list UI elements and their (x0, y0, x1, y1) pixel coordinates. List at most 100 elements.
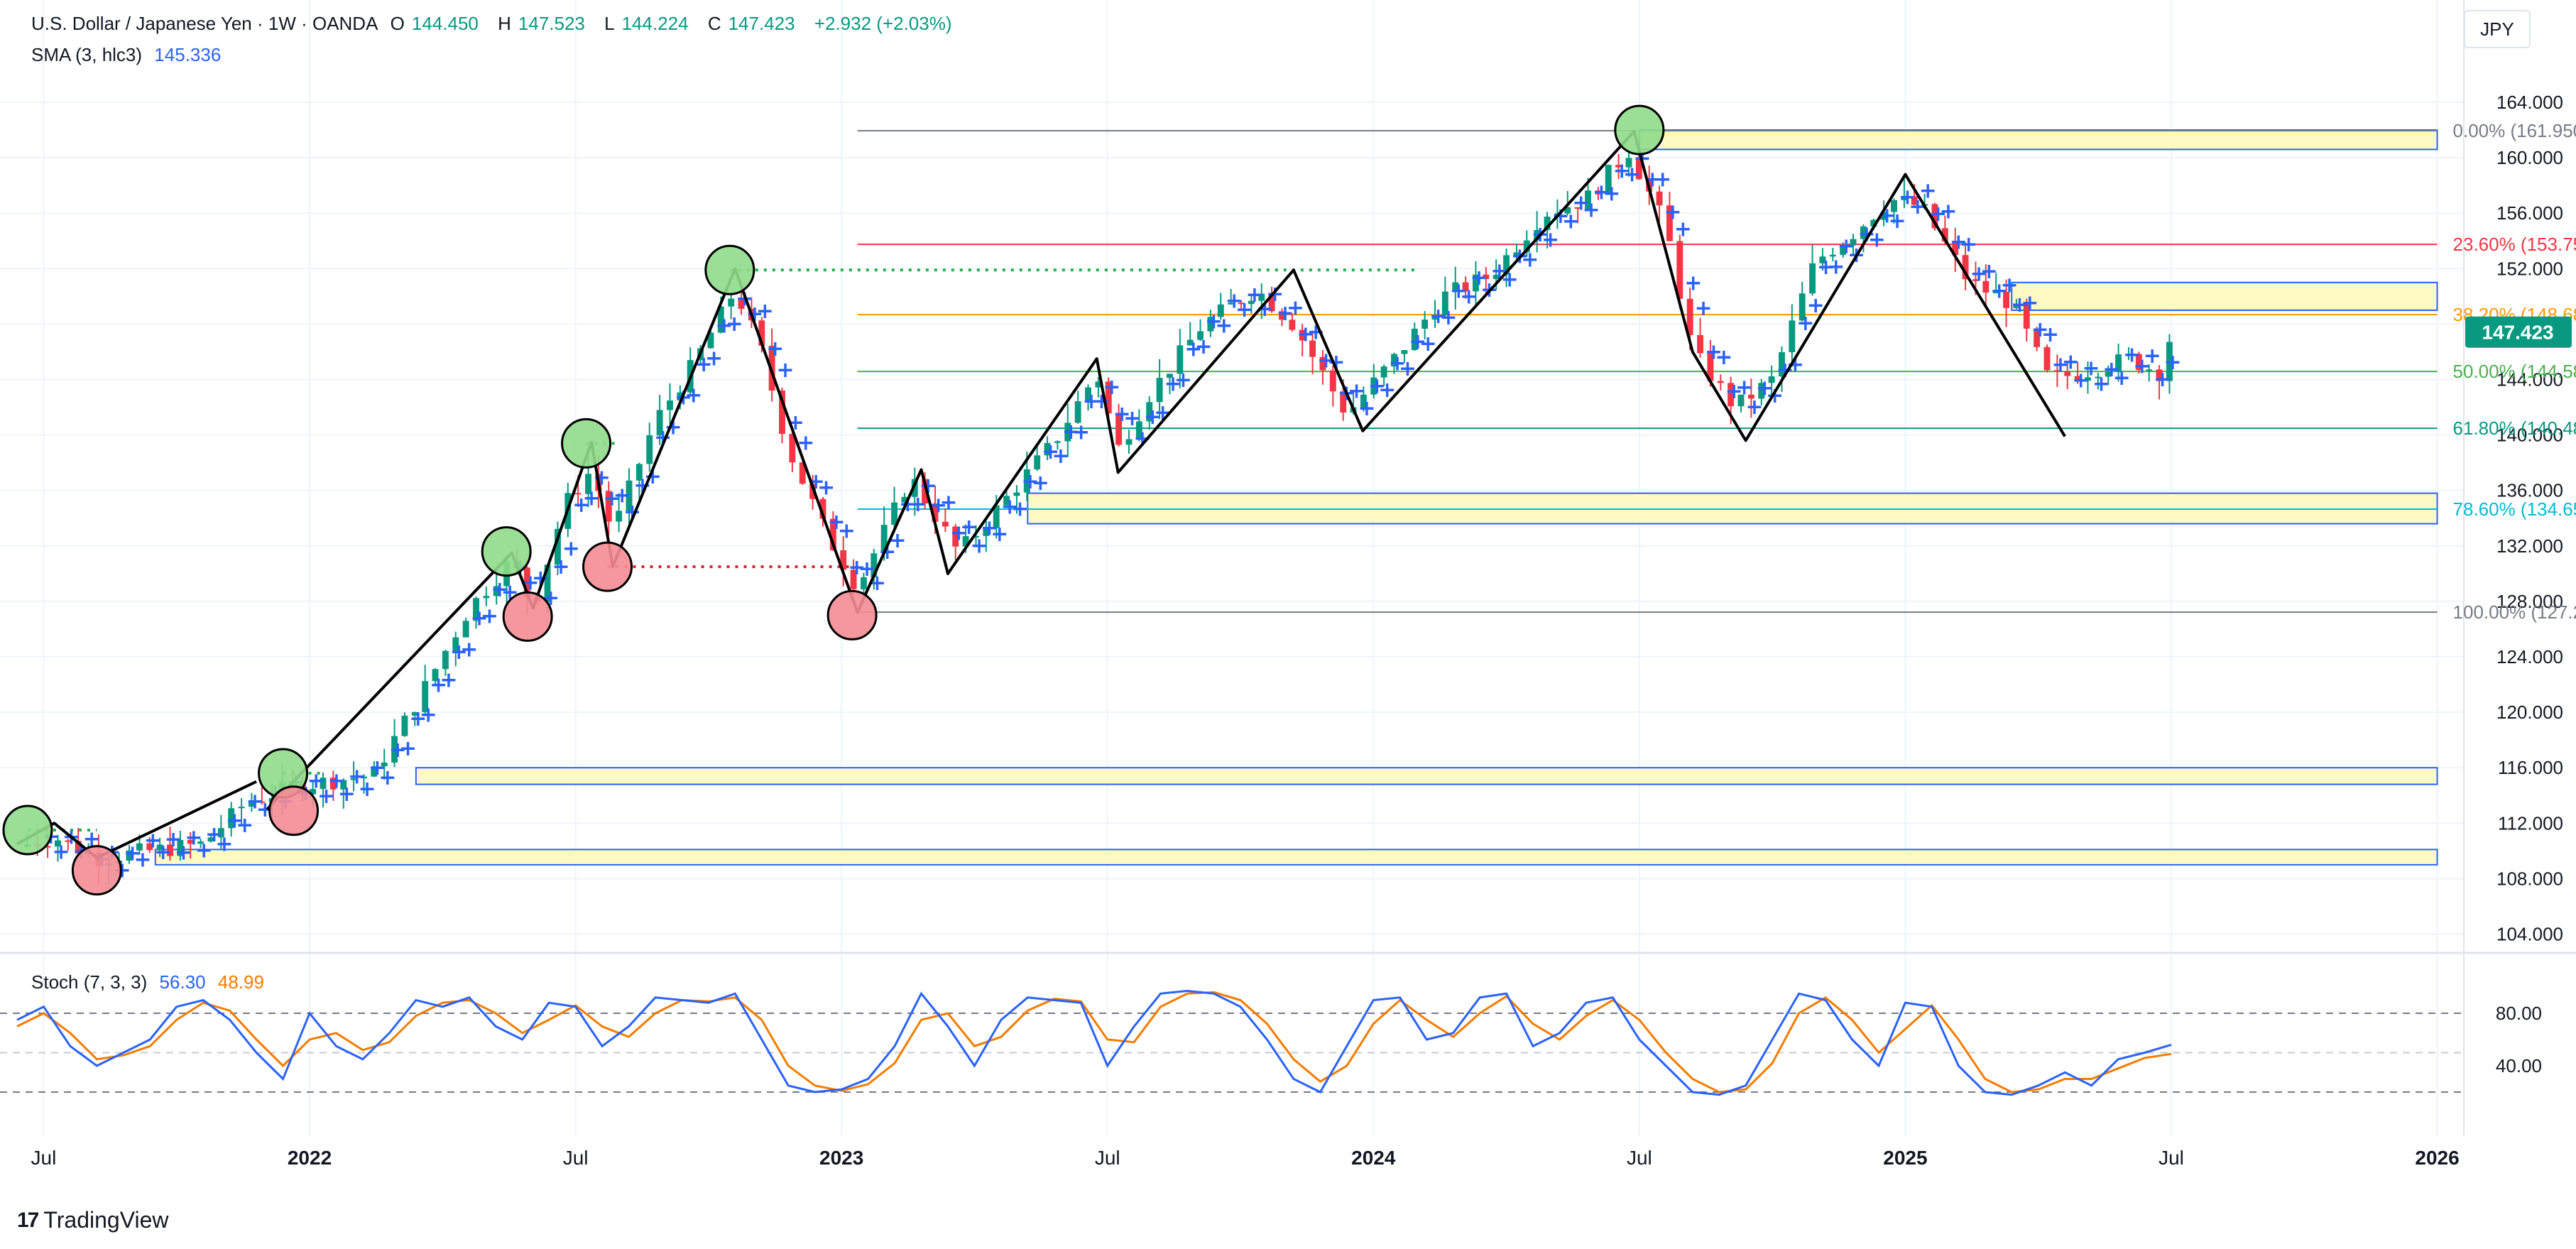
candle-body[interactable] (2125, 354, 2132, 356)
candle-body[interactable] (238, 807, 245, 809)
candle-body[interactable] (361, 776, 367, 779)
candle-body[interactable] (707, 332, 714, 349)
sma-label[interactable]: SMA (3, hlc3) (31, 44, 143, 65)
candle-body[interactable] (1656, 191, 1663, 206)
candle-body[interactable] (1401, 350, 1408, 354)
candle-body[interactable] (585, 474, 591, 494)
candle-body[interactable] (667, 400, 673, 410)
candle-body[interactable] (983, 528, 990, 536)
candle-body[interactable] (829, 518, 836, 550)
candle-body[interactable] (840, 550, 847, 570)
candle-body[interactable] (1258, 293, 1265, 301)
candle-body[interactable] (1870, 219, 1877, 227)
candle-body[interactable] (2115, 354, 2122, 372)
candle-body[interactable] (1615, 165, 1622, 168)
candle-body[interactable] (1819, 256, 1826, 263)
candle-body[interactable] (2043, 347, 2051, 371)
candle-body[interactable] (2013, 304, 2020, 308)
candle-body[interactable] (432, 669, 439, 682)
candle-body[interactable] (462, 621, 469, 638)
candle-body[interactable] (1605, 165, 1612, 195)
candle-body[interactable] (1564, 207, 1571, 214)
candle-body[interactable] (55, 840, 61, 847)
candle-body[interactable] (1799, 293, 1806, 321)
candle-body[interactable] (44, 846, 51, 848)
candle-body[interactable] (1054, 441, 1061, 443)
candle-body[interactable] (75, 841, 82, 854)
candle-body[interactable] (544, 564, 551, 602)
candle-body[interactable] (473, 598, 479, 621)
candle-body[interactable] (329, 778, 337, 790)
candle-body[interactable] (1768, 376, 1775, 383)
candle-body[interactable] (1441, 291, 1448, 315)
candle-body[interactable] (1421, 320, 1429, 329)
candle-body[interactable] (758, 320, 765, 346)
candle-body[interactable] (922, 479, 929, 503)
candle-body[interactable] (1329, 370, 1336, 392)
candle-body[interactable] (146, 843, 153, 851)
candle-body[interactable] (1962, 255, 1969, 280)
candle-body[interactable] (1074, 401, 1081, 423)
candle-body[interactable] (167, 844, 173, 856)
stoch-d-line[interactable] (16, 991, 2172, 1093)
candle-body[interactable] (1167, 373, 1173, 378)
candle-body[interactable] (1034, 455, 1041, 469)
candle-body[interactable] (2095, 376, 2102, 378)
candle-body[interactable] (2074, 376, 2081, 381)
candle-body[interactable] (850, 569, 857, 589)
stoch-label[interactable]: Stoch (7, 3, 3) (31, 971, 148, 993)
candle-body[interactable] (819, 498, 826, 519)
candle-body[interactable] (2053, 370, 2061, 372)
candle-body[interactable] (993, 505, 1000, 528)
candle-body[interactable] (1125, 439, 1133, 445)
candle-body[interactable] (574, 493, 582, 495)
candle-body[interactable] (1370, 377, 1377, 395)
candle-body[interactable] (1707, 353, 1714, 381)
candle-body[interactable] (1585, 190, 1591, 209)
candle-body[interactable] (2166, 342, 2173, 381)
candle-body[interactable] (310, 789, 317, 795)
candle-body[interactable] (1544, 217, 1551, 230)
candle-body[interactable] (2023, 304, 2030, 329)
candle-body[interactable] (1146, 402, 1153, 422)
candle-body[interactable] (1972, 279, 1979, 281)
candle-body[interactable] (340, 780, 347, 790)
candle-body[interactable] (1483, 274, 1490, 280)
candle-body[interactable] (1186, 339, 1194, 346)
candle-body[interactable] (2064, 371, 2071, 376)
candle-body[interactable] (1340, 391, 1347, 413)
candle-body[interactable] (493, 586, 500, 596)
candle-body[interactable] (126, 850, 133, 861)
candle-body[interactable] (177, 839, 184, 856)
candle-body[interactable] (1789, 320, 1796, 352)
candle-body[interactable] (952, 526, 959, 547)
candle-body[interactable] (942, 521, 949, 527)
candle-body[interactable] (1686, 298, 1693, 335)
candle-body[interactable] (1952, 241, 1959, 256)
candle-body[interactable] (932, 503, 939, 522)
candle-body[interactable] (401, 715, 408, 736)
candle-body[interactable] (452, 637, 459, 651)
candle-body[interactable] (1135, 421, 1142, 440)
candle-body[interactable] (391, 736, 398, 763)
candle-body[interactable] (616, 511, 623, 522)
candle-body[interactable] (1115, 413, 1123, 445)
stoch-k-line[interactable] (16, 989, 2172, 1096)
candle-body[interactable] (1891, 200, 1897, 212)
candle-body[interactable] (248, 801, 255, 807)
candle-body[interactable] (880, 525, 888, 554)
candle-body[interactable] (1003, 496, 1010, 506)
candle-body[interactable] (228, 808, 235, 829)
candle-body[interactable] (1095, 381, 1102, 388)
candle-body[interactable] (1452, 282, 1459, 292)
candle-body[interactable] (1268, 293, 1275, 312)
candle-body[interactable] (1666, 205, 1673, 241)
candle-body[interactable] (1982, 280, 1990, 293)
candle-body[interactable] (1085, 387, 1091, 402)
candle-body[interactable] (422, 681, 429, 712)
candle-body[interactable] (1829, 254, 1836, 257)
candle-body[interactable] (156, 844, 163, 851)
candle-body[interactable] (1473, 274, 1479, 292)
candle-body[interactable] (1431, 315, 1439, 320)
candle-body[interactable] (1462, 282, 1469, 292)
